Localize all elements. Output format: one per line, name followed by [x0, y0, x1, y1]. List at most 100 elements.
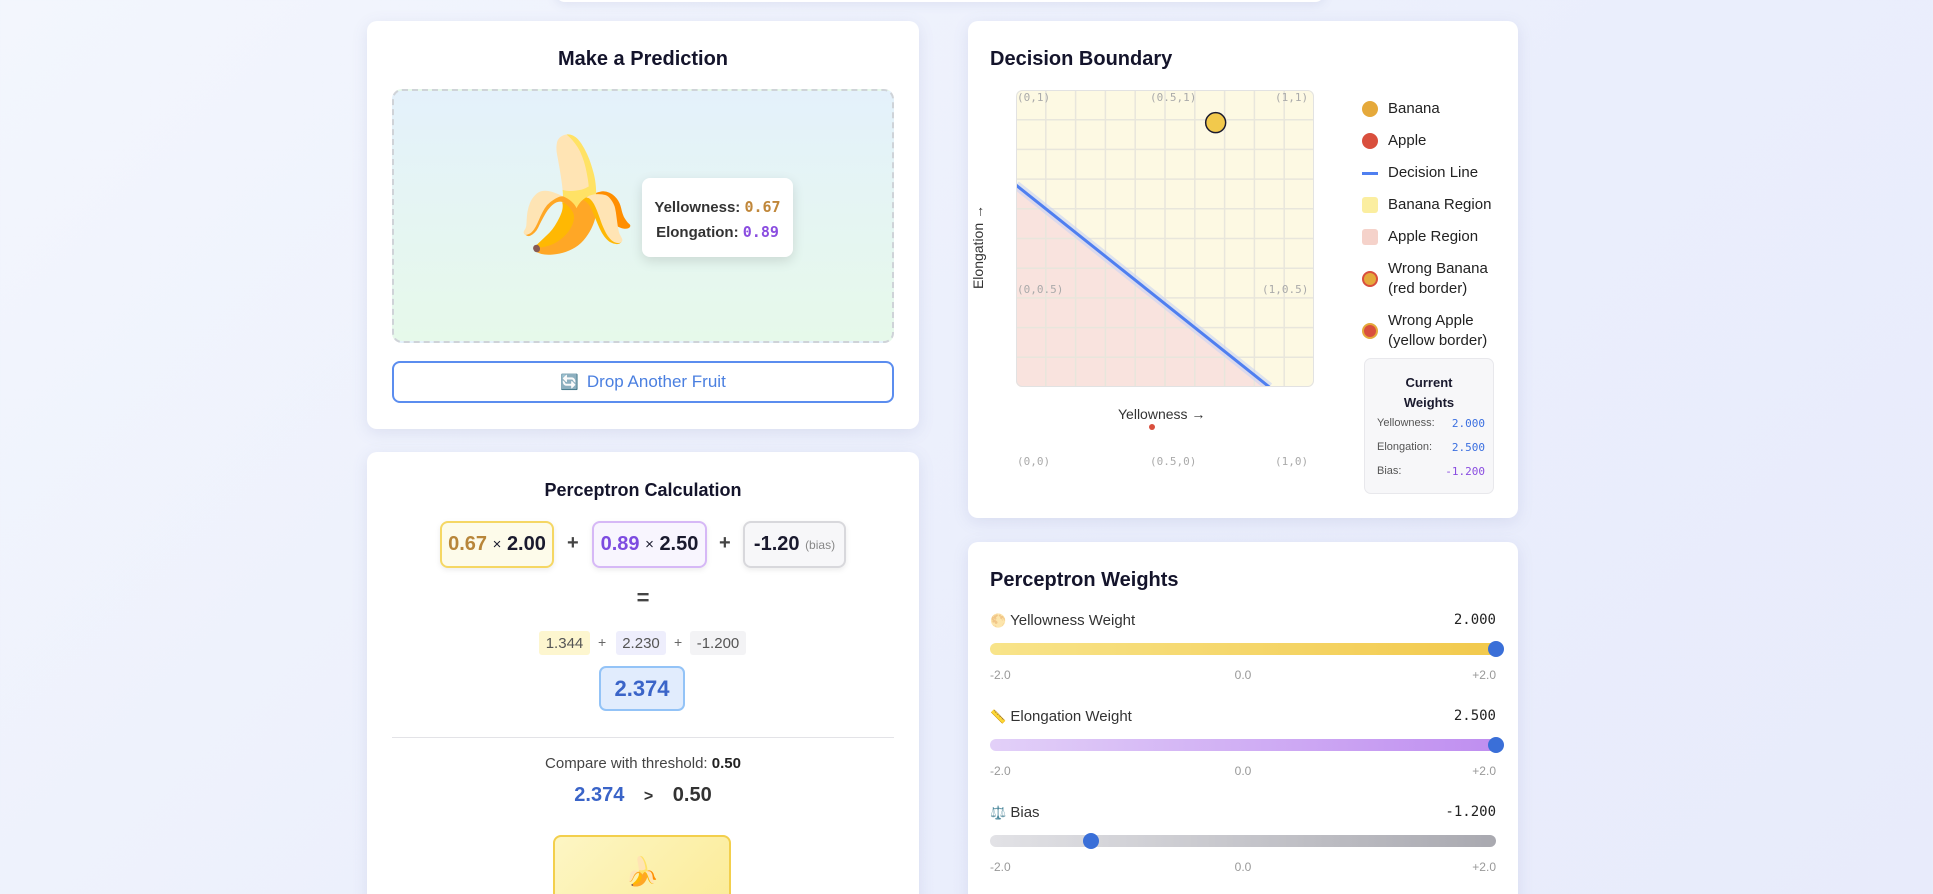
elongation-label: Elongation: — [656, 224, 739, 241]
drop-button-label: Drop Another Fruit — [586, 372, 726, 391]
calculation-card: Perceptron Calculation 0.67 × 2.00 + 0.8… — [367, 452, 919, 894]
slider-elongation: 📏 Elongation Weight 2.500 -2.0 0.0 +2.0 — [990, 708, 1504, 778]
term3-bias: -1.20 — [753, 533, 800, 555]
prediction-card: Make a Prediction 🍌 Yellowness: 0.67 Elo… — [367, 21, 919, 429]
corner-label: (0,0.5) — [1017, 283, 1064, 296]
times-sign: × — [492, 536, 502, 553]
weights-card: Perceptron Weights 🌕 Yellowness Weight 2… — [968, 542, 1518, 894]
yellowness-value: 0.67 — [744, 198, 781, 216]
bias-term: -1.20 (bias) — [743, 521, 846, 568]
fruit-drop-zone[interactable]: 🍌 Yellowness: 0.67 Elongation: 0.89 — [392, 89, 894, 343]
apple-swatch-icon — [1362, 133, 1378, 149]
threshold-value: 0.50 — [711, 755, 741, 772]
legend-label: Banana Region — [1388, 196, 1492, 213]
compare-right: 0.50 — [672, 784, 712, 806]
slider-track[interactable] — [990, 641, 1504, 657]
top-header-card — [555, 0, 1325, 2]
slider-track[interactable] — [990, 737, 1504, 753]
compare-left: 2.374 — [574, 784, 625, 806]
weight-row-label: Bias: — [1377, 465, 1402, 477]
apple-region — [1016, 185, 1270, 387]
corner-label: (1,0.5) — [1262, 283, 1309, 296]
legend-label: Wrong Apple — [1388, 312, 1474, 329]
wrong-banana-swatch-icon — [1362, 271, 1378, 287]
slider-mid: 0.0 — [1234, 668, 1252, 682]
weight-row-label: Yellowness: — [1377, 417, 1435, 429]
corner-label: (0.5,0) — [1150, 455, 1197, 468]
banana-icon: 🍌 — [506, 134, 643, 257]
partial-elongation: 2.230 — [616, 631, 666, 655]
yellowness-term: 0.67 × 2.00 — [440, 521, 554, 568]
elongation-value: 0.89 — [742, 223, 779, 241]
corner-label: (0,0) — [1017, 455, 1051, 468]
data-point-banana[interactable] — [1204, 111, 1227, 134]
slider-value: 2.000 — [1453, 612, 1496, 628]
slider-label: Yellowness Weight — [1010, 612, 1136, 629]
banana-swatch-icon — [1362, 101, 1378, 117]
slider-thumb[interactable] — [1488, 737, 1504, 753]
slider-min: -2.0 — [990, 668, 1011, 682]
slider-bias: ⚖️ Bias -1.200 -2.0 0.0 +2.0 — [990, 804, 1496, 874]
slider-yellowness: 🌕 Yellowness Weight 2.000 -2.0 0.0 +2.0 — [990, 612, 1504, 682]
decision-boundary-plot[interactable] — [1016, 90, 1314, 387]
weight-row-value: -1.200 — [1445, 465, 1485, 478]
plus-sign: + — [567, 532, 579, 554]
apple-region-swatch-icon — [1362, 229, 1378, 245]
elongation-icon: 📏 — [990, 709, 1007, 724]
bias-icon: ⚖️ — [990, 805, 1007, 820]
decision-boundary-card: Decision Boundary (0,1) (0.5,1) (1,1) (0… — [968, 21, 1518, 518]
slider-thumb[interactable] — [1488, 641, 1504, 657]
legend-item-apple: Apple — [1362, 131, 1426, 151]
legend-item-line: Decision Line — [1362, 163, 1478, 183]
banana-icon: 🍌 — [624, 856, 660, 887]
current-weights-title: Current Weights — [1403, 375, 1455, 410]
term1-weight: 2.00 — [506, 533, 546, 555]
refresh-icon: 🔄 — [560, 374, 579, 391]
slider-min: -2.0 — [990, 860, 1011, 874]
legend-label: Banana — [1388, 100, 1440, 117]
divider — [392, 737, 894, 738]
term2-weight: 2.50 — [659, 533, 699, 555]
slider-value: 2.500 — [1453, 708, 1496, 724]
compare-operator: > — [643, 788, 654, 805]
legend-label: Apple — [1388, 132, 1427, 149]
plot-border — [1016, 90, 1314, 387]
equals-sign: = — [636, 585, 650, 610]
plus-sign: + — [598, 634, 607, 650]
plus-sign: + — [674, 634, 683, 650]
yellowness-icon: 🌕 — [990, 613, 1007, 628]
slider-max: +2.0 — [1472, 860, 1496, 874]
x-axis-label: Yellowness → — [1118, 406, 1206, 422]
feature-info-box: Yellowness: 0.67 Elongation: 0.89 — [642, 178, 793, 257]
weight-row: Yellowness: 2.000 — [1377, 417, 1485, 430]
elongation-term: 0.89 × 2.50 — [592, 521, 707, 568]
plus-sign: + — [719, 532, 731, 554]
term1-input: 0.67 — [448, 533, 488, 555]
y-axis-label: Elongation → — [970, 204, 986, 290]
decision-line — [1016, 183, 1271, 387]
slider-mid: 0.0 — [1234, 764, 1252, 778]
weight-row-value: 2.500 — [1451, 441, 1485, 454]
corner-label: (1,0) — [1275, 455, 1309, 468]
legend-item-apple-region: Apple Region — [1362, 227, 1478, 247]
slider-label: Bias — [1010, 804, 1040, 821]
weight-row: Elongation: 2.500 — [1377, 441, 1485, 454]
line-swatch-icon — [1362, 172, 1378, 175]
times-sign: × — [645, 536, 654, 553]
corner-label: (0,1) — [1017, 91, 1051, 104]
bias-label: (bias) — [805, 537, 836, 552]
slider-thumb[interactable] — [1083, 833, 1100, 849]
slider-track[interactable] — [990, 833, 1496, 849]
drop-another-fruit-button[interactable]: 🔄 Drop Another Fruit — [392, 361, 894, 403]
decision-boundary-title: Decision Boundary — [990, 48, 1173, 70]
legend-sublabel: (yellow border) — [1388, 332, 1488, 349]
legend-label: Wrong Banana — [1388, 260, 1488, 277]
legend-label: Decision Line — [1388, 164, 1479, 181]
slider-min: -2.0 — [990, 764, 1011, 778]
legend-label: Apple Region — [1388, 228, 1479, 245]
threshold-compare: Compare with threshold: 0.50 — [367, 755, 919, 772]
yellowness-label: Yellowness: — [654, 199, 741, 216]
current-weights-box: Current Weights Yellowness: 2.000 Elongati… — [1364, 358, 1494, 494]
legend-item-wrong-apple: Wrong Apple (yellow border) — [1362, 311, 1487, 351]
prediction-title: Make a Prediction — [557, 48, 729, 70]
